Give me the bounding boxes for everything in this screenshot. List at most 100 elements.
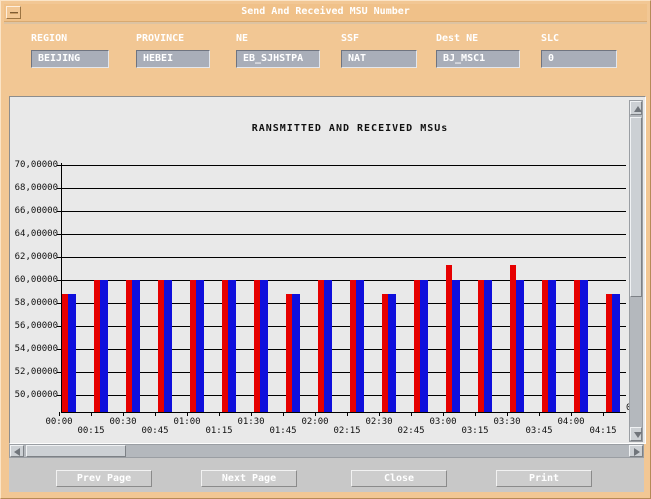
close-button[interactable]: Close	[351, 470, 447, 487]
vertical-scrollbar[interactable]	[629, 100, 643, 442]
x-axis-tick	[347, 412, 348, 416]
x-axis-tick	[475, 412, 476, 416]
region-label: REGION	[31, 33, 68, 44]
y-axis-label: 66,00000	[14, 206, 58, 216]
y-axis-tick	[57, 257, 61, 258]
y-axis-label: 68,00000	[14, 183, 58, 193]
chart-panel: RANSMITTED AND RECEIVED MSUs 70,00000 68,…	[9, 96, 646, 444]
x-axis-tick	[539, 412, 540, 416]
scroll-down-button[interactable]	[630, 427, 642, 441]
horizontal-scrollbar-thumb[interactable]	[26, 445, 126, 457]
vertical-scrollbar-thumb[interactable]	[630, 117, 642, 297]
x-axis-label: 01:45	[269, 426, 297, 436]
bar-transmitted	[190, 280, 196, 412]
bar-received	[100, 280, 108, 412]
y-axis-tick	[57, 326, 61, 327]
province-field[interactable]: HEBEI	[136, 50, 210, 68]
bar-transmitted	[382, 293, 388, 412]
scroll-up-button[interactable]	[630, 101, 642, 115]
x-axis-overflow-label: 0	[626, 403, 631, 413]
gridline	[61, 234, 626, 235]
bar-received	[260, 280, 268, 412]
ssf-field[interactable]: NAT	[341, 50, 417, 68]
ne-field[interactable]: EB_SJHSTPA	[236, 50, 320, 68]
button-bar: Prev Page Next Page Close Print	[9, 458, 644, 492]
bar-received	[164, 280, 172, 412]
bar-received	[196, 280, 204, 412]
bar-received	[292, 293, 300, 412]
y-axis-label: 56,00000	[14, 321, 58, 331]
gridline	[61, 326, 626, 327]
x-axis-label: 02:00	[301, 417, 329, 427]
bar-transmitted	[158, 280, 164, 412]
x-axis-label: 00:45	[141, 426, 169, 436]
y-axis	[61, 163, 62, 412]
gridline	[61, 395, 626, 396]
y-axis-tick	[57, 372, 61, 373]
y-axis-label: 50,00000	[14, 390, 58, 400]
x-axis-tick	[603, 412, 604, 416]
x-axis-tick	[571, 412, 572, 416]
x-axis-tick	[123, 412, 124, 416]
horizontal-scrollbar[interactable]	[9, 444, 644, 458]
bar-transmitted	[414, 280, 420, 412]
region-field[interactable]: BEIJING	[31, 50, 109, 68]
bar-received	[68, 293, 76, 412]
prev-page-button[interactable]: Prev Page	[56, 470, 152, 487]
y-axis-label: 60,00000	[14, 275, 58, 285]
x-axis-label: 00:15	[77, 426, 105, 436]
y-axis-tick	[57, 395, 61, 396]
slc-label: SLC	[541, 33, 560, 44]
gridline	[61, 349, 626, 350]
bar-transmitted	[126, 280, 132, 412]
x-axis-label: 01:30	[237, 417, 265, 427]
gridline	[61, 280, 626, 281]
chart-title: RANSMITTED AND RECEIVED MSUs	[251, 123, 449, 134]
x-axis-tick	[187, 412, 188, 416]
bar-received	[228, 280, 236, 412]
window-menu-button[interactable]	[6, 6, 21, 19]
scroll-up-icon	[634, 106, 642, 112]
bar-received	[388, 293, 396, 412]
y-axis-label: 58,00000	[14, 298, 58, 308]
bar-received	[324, 280, 332, 412]
bar-received	[356, 280, 364, 412]
province-label: PROVINCE	[136, 33, 185, 44]
x-axis-tick	[411, 412, 412, 416]
gridline	[61, 188, 626, 189]
scroll-right-button[interactable]	[629, 445, 643, 457]
y-axis-tick	[57, 188, 61, 189]
bar-transmitted	[574, 280, 580, 412]
x-axis-label: 04:15	[589, 426, 617, 436]
gridline	[61, 303, 626, 304]
gridline	[61, 165, 626, 166]
next-page-button[interactable]: Next Page	[201, 470, 297, 487]
y-axis-label: 64,00000	[14, 229, 58, 239]
slc-field[interactable]: 0	[541, 50, 617, 68]
print-button[interactable]: Print	[496, 470, 592, 487]
bar-received	[420, 280, 428, 412]
y-axis-tick	[57, 234, 61, 235]
y-axis-tick	[57, 211, 61, 212]
scroll-left-button[interactable]	[10, 445, 24, 457]
x-axis-tick	[219, 412, 220, 416]
bar-received	[132, 280, 140, 412]
bar-transmitted	[62, 293, 68, 412]
title-bar: Send And Received MSU Number	[4, 4, 647, 22]
x-axis-tick	[91, 412, 92, 416]
y-axis-tick	[57, 303, 61, 304]
bar-transmitted	[478, 280, 484, 412]
x-axis-label: 03:30	[493, 417, 521, 427]
y-axis-label: 70,00000	[14, 160, 58, 170]
x-axis-label: 03:00	[429, 417, 457, 427]
bar-transmitted	[286, 293, 292, 412]
bar-transmitted	[94, 280, 100, 412]
bar-received	[516, 280, 524, 412]
dest-ne-field[interactable]: BJ_MSC1	[436, 50, 520, 68]
x-axis-label: 03:15	[461, 426, 489, 436]
y-axis-label: 54,00000	[14, 344, 58, 354]
bar-transmitted	[318, 280, 324, 412]
gridline	[61, 257, 626, 258]
bar-transmitted	[254, 280, 260, 412]
